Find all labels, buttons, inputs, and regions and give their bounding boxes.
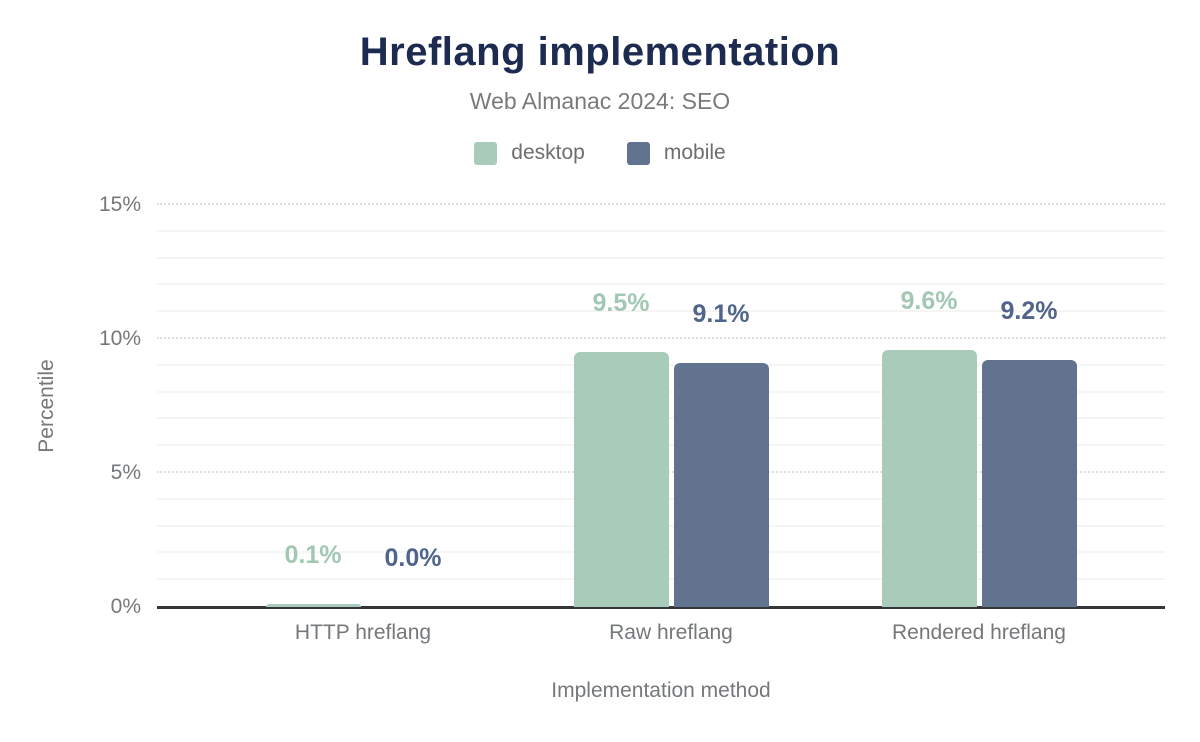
chart-subtitle: Web Almanac 2024: SEO xyxy=(469,88,731,114)
y-axis-ticks: 0% 5% 10% 15% xyxy=(0,193,141,618)
y-tick-label: 10% xyxy=(98,327,141,350)
x-category-label-2: Raw hreflang xyxy=(609,621,733,644)
bar-desktop-1 xyxy=(265,604,361,607)
bar-mobile-3 xyxy=(981,360,1077,607)
value-label-desktop-3: 9.6% xyxy=(900,286,958,315)
legend-item-mobile: mobile xyxy=(626,141,726,165)
value-label-mobile-3: 9.2% xyxy=(1000,297,1058,326)
x-axis-title: Implementation method xyxy=(551,679,771,702)
major-gridline xyxy=(157,203,1165,205)
bar-mobile-2 xyxy=(673,363,769,607)
minor-gridline xyxy=(157,229,1165,232)
legend-swatch-desktop xyxy=(474,141,498,165)
y-tick-label: 15% xyxy=(98,193,141,216)
y-tick-label: 0% xyxy=(110,595,141,618)
value-label-mobile-1: 0.0% xyxy=(384,544,442,572)
minor-gridline xyxy=(157,256,1165,259)
legend-item-desktop: desktop xyxy=(474,141,585,165)
chart-title: Hreflang implementation xyxy=(359,30,841,74)
value-label-desktop-1: 0.1% xyxy=(284,541,342,570)
major-gridline xyxy=(157,337,1165,339)
bar-desktop-2 xyxy=(573,352,669,607)
legend-swatch-mobile xyxy=(626,141,650,165)
legend-label: mobile xyxy=(663,141,726,164)
minor-gridline xyxy=(157,283,1165,286)
x-category-label-3: Rendered hreflang xyxy=(892,621,1066,644)
plot-area: 0.1% 0.0% HTTP hreflang 9.5% 9.1% Raw hreflan… xyxy=(157,203,1165,644)
value-label-mobile-2: 9.1% xyxy=(692,300,750,329)
x-axis-line xyxy=(157,606,1165,609)
x-category-label-1: HTTP hreflang xyxy=(294,621,432,644)
legend: desktop mobile xyxy=(0,141,1200,165)
value-label-desktop-2: 9.5% xyxy=(592,289,650,318)
y-tick-label: 5% xyxy=(110,461,141,484)
minor-gridline xyxy=(157,310,1165,313)
bar-desktop-3 xyxy=(881,349,977,607)
legend-label: desktop xyxy=(511,141,585,164)
